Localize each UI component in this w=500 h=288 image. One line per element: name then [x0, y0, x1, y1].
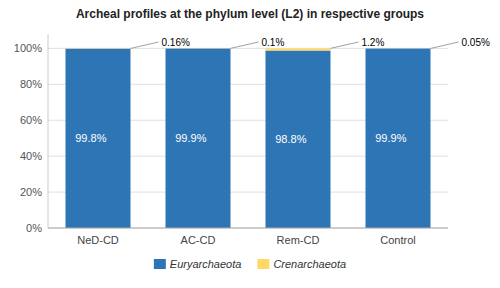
- y-tick-label: 20%: [20, 186, 42, 198]
- data-label: 99.9%: [175, 132, 206, 144]
- leader-line: [331, 42, 359, 48]
- bar-segment: [266, 48, 331, 50]
- title: Archeal profiles at the phylum level (L2…: [76, 7, 424, 21]
- x-axis-line: [48, 228, 448, 229]
- bar-segment: [366, 49, 431, 228]
- y-tick-label: 80%: [20, 78, 42, 90]
- legend-label: Euryarchaeota: [170, 258, 242, 270]
- leader-line: [131, 42, 159, 48]
- y-tick-label: 0%: [26, 222, 42, 234]
- x-tick-label: Rem-CD: [277, 234, 320, 246]
- grid-line: [48, 228, 448, 229]
- bar-segment: [66, 49, 131, 228]
- y-tick-label: 40%: [20, 150, 42, 162]
- bar-segment: [166, 49, 231, 228]
- x-tick-label: NeD-CD: [77, 234, 119, 246]
- leader-line: [231, 42, 259, 48]
- chart: Archeal profiles at the phylum level (L2…: [0, 0, 500, 288]
- data-label: 99.9%: [375, 132, 406, 144]
- y-tick-label: 100%: [14, 42, 42, 54]
- data-label: 0.05%: [462, 37, 490, 48]
- data-label: 0.16%: [162, 37, 190, 48]
- data-label: 0.1%: [262, 37, 285, 48]
- y-axis-line: [48, 34, 49, 228]
- legend-swatch: [257, 259, 269, 269]
- x-tick-label: Control: [380, 234, 415, 246]
- bar-segment: [266, 51, 331, 228]
- x-tick-label: AC-CD: [181, 234, 216, 246]
- legend-label: Crenarchaeota: [273, 258, 346, 270]
- y-tick-label: 60%: [20, 114, 42, 126]
- data-label: 98.8%: [275, 133, 306, 145]
- bars: [66, 48, 431, 228]
- bar-segment: [366, 48, 431, 49]
- data-label: 99.8%: [75, 132, 106, 144]
- legend: Euryarchaeota Crenarchaeota: [154, 258, 346, 270]
- bar-segment: [66, 48, 131, 49]
- data-label: 1.2%: [362, 37, 385, 48]
- grid: [48, 48, 448, 228]
- bar-segment: [166, 48, 231, 49]
- legend-swatch: [154, 259, 166, 269]
- leader-line: [431, 42, 459, 48]
